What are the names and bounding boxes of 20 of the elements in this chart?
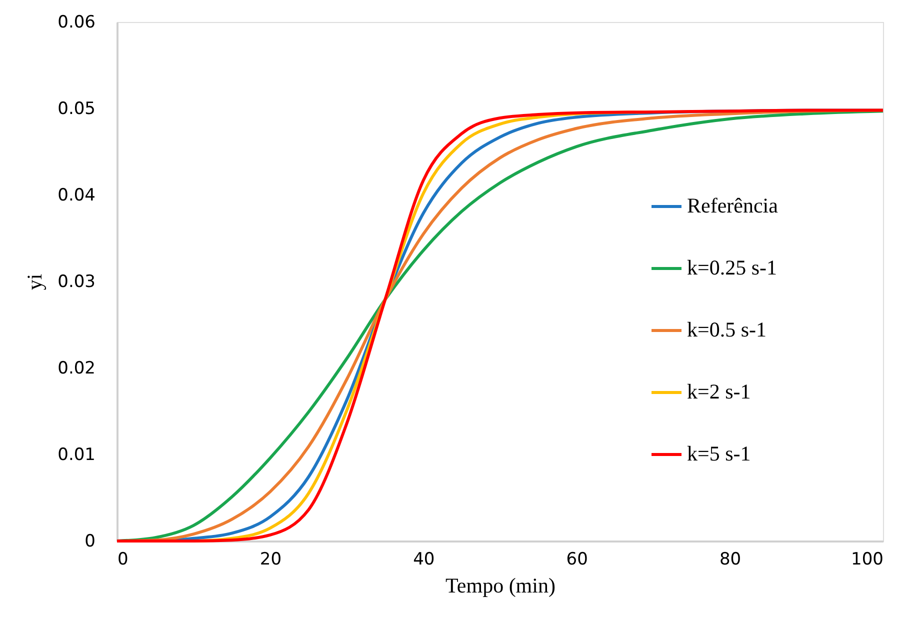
x-axis-title: Tempo (min) (446, 574, 556, 598)
y-tick-label: 0.03 (58, 272, 96, 292)
y-tick-label: 0 (84, 532, 96, 552)
x-tick-label: 100 (851, 550, 884, 570)
y-tick-label: 0.01 (58, 445, 96, 465)
legend-label: k=2 s-1 (687, 380, 751, 404)
legend-label: k=0.25 s-1 (687, 256, 778, 280)
y-tick-label: 0.02 (58, 358, 96, 378)
x-tick-label: 0 (118, 550, 128, 570)
y-tick-label: 0.05 (58, 99, 96, 119)
x-tick-label: 40 (413, 550, 435, 570)
y-tick-label: 0.06 (58, 12, 96, 32)
legend-label: Referência (687, 194, 779, 218)
legend-label: k=0.5 s-1 (687, 318, 767, 342)
x-tick-label: 20 (260, 550, 282, 570)
y-axis-title: yi (22, 274, 47, 290)
x-tick-label: 80 (719, 550, 742, 570)
y-tick-label: 0.04 (58, 186, 96, 206)
legend-label: k=5 s-1 (687, 442, 751, 466)
x-tick-label: 60 (566, 550, 588, 570)
